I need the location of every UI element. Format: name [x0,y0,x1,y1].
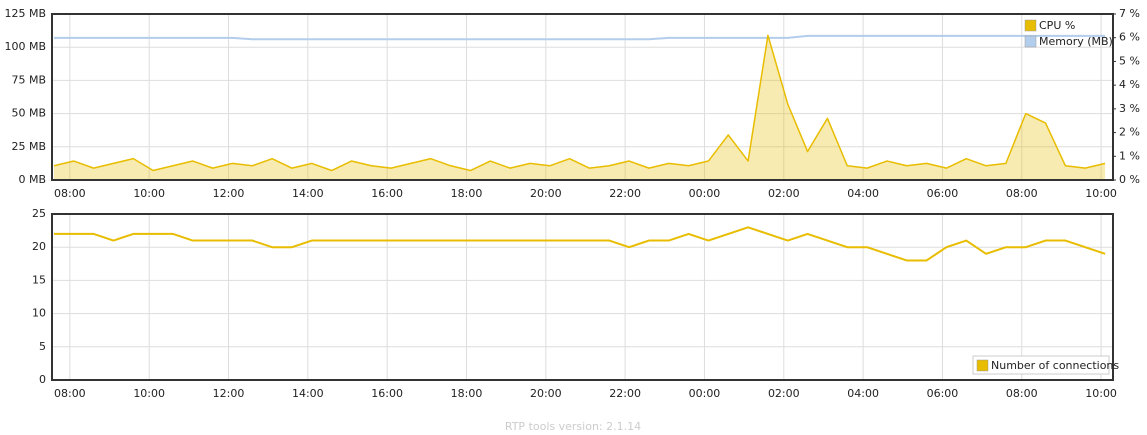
y2-tick-label: 7 % [1119,7,1140,20]
y2-tick-label: 0 % [1119,173,1140,186]
y2-tick-label: 2 % [1119,126,1140,139]
y-tick-label: 0 [39,373,46,386]
y2-tick-label: 5 % [1119,54,1140,67]
series-area [53,35,1106,180]
x-tick-label: 20:00 [530,187,562,200]
legend-swatch [976,359,989,372]
plot-border [51,13,1114,181]
series-layer [53,226,1106,262]
x-tick-label: 00:00 [689,387,721,400]
y-tick-label: 5 [39,340,46,353]
x-tick-label: 18:00 [451,387,483,400]
y-tick-label: 75 MB [11,73,46,86]
x-tick-label: 08:00 [1006,187,1038,200]
series-line [53,34,1106,41]
y-tick-label: 10 [32,307,46,320]
y2-tick-label: 3 % [1119,102,1140,115]
x-tick-label: 08:00 [54,387,86,400]
x-tick-label: 20:00 [530,387,562,400]
x-tick-label: 10:00 [133,387,165,400]
x-tick-label: 10:00 [133,187,165,200]
x-tick-label: 00:00 [689,187,721,200]
x-tick-label: 08:00 [1006,387,1038,400]
y-tick-label: 20 [32,240,46,253]
chart: 08:00 10:00 12:00 14:00 16:00 18:00 20:00 22:00… [4,7,1139,200]
y-tick-label: 25 MB [11,140,46,153]
y-tick-label: 0 MB [18,173,46,186]
series-layer [53,34,1106,180]
y-tick-label: 100 MB [4,40,46,53]
plot-border [51,213,1114,381]
x-tick-label: 14:00 [292,187,324,200]
y2-tick-label: 4 % [1119,78,1140,91]
legend-label: Number of connections [991,359,1119,372]
x-tick-label: 06:00 [927,187,959,200]
y-tick-label: 125 MB [4,7,46,20]
x-tick-label: 08:00 [54,187,86,200]
plot-background [52,214,1113,380]
x-tick-label: 22:00 [609,387,641,400]
x-tick-label: 14:00 [292,387,324,400]
x-tick-label: 12:00 [213,187,245,200]
x-tick-label: 16:00 [371,387,403,400]
legend: Number of connections [972,355,1119,375]
footer: RTP tools version: 2.1.14 [505,420,641,431]
legend: CPU % Memory (MB) [1024,19,1113,48]
x-tick-label: 10:00 [1085,187,1117,200]
legend-swatch [1024,35,1037,48]
x-tick-label: 18:00 [451,187,483,200]
x-tick-label: 16:00 [371,187,403,200]
y2-tick-label: 1 % [1119,149,1140,162]
x-tick-label: 06:00 [927,387,959,400]
series-line [53,34,1106,172]
series-line [53,226,1106,262]
x-tick-label: 02:00 [768,387,800,400]
y-tick-label: 15 [32,273,46,286]
x-tick-label: 04:00 [847,387,879,400]
x-tick-label: 22:00 [609,187,641,200]
legend-swatch [1024,19,1037,32]
x-tick-label: 02:00 [768,187,800,200]
y2-tick-label: 6 % [1119,31,1140,44]
legend-background [972,355,1110,375]
y-tick-label: 50 MB [11,107,46,120]
x-tick-label: 04:00 [847,187,879,200]
legend-label: Memory (MB) [1039,35,1113,48]
y-tick-label: 25 [32,207,46,220]
chart: 08:00 10:00 12:00 14:00 16:00 18:00 20:00 22:00… [32,207,1119,400]
legend-label: CPU % [1039,19,1075,32]
x-tick-label: 12:00 [213,387,245,400]
x-tick-label: 10:00 [1085,387,1117,400]
